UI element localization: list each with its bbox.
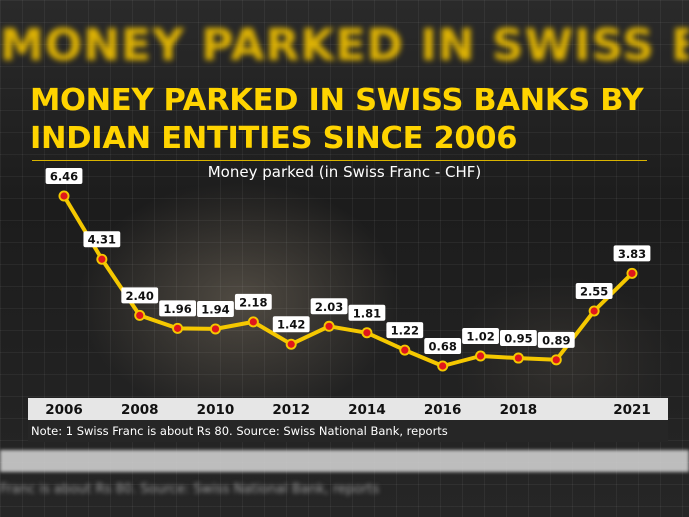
data-label-box [613, 245, 651, 262]
data-point [476, 352, 485, 360]
data-label: 2.03 [315, 300, 343, 314]
data-label: 0.68 [428, 340, 456, 354]
data-label: 1.81 [353, 306, 381, 320]
data-point [98, 255, 106, 263]
data-label-box [537, 331, 575, 348]
background-banner: MONEY PARKED IN SWISS BANKS [0, 22, 689, 70]
source-note: Note: 1 Swiss Franc is about Rs 80. Sour… [31, 424, 448, 438]
data-label-layer: 6.46 4.31 2.40 1.96 1.94 2.18 1.42 2.03 1.81 1.22… [45, 168, 651, 354]
data-label: 1.22 [391, 324, 419, 338]
data-label: 0.95 [504, 332, 532, 346]
data-label: 1.96 [163, 302, 191, 316]
data-label-box [500, 330, 537, 347]
x-tick-label: 2012 [272, 402, 310, 418]
x-axis-band [28, 398, 668, 420]
data-label: 1.42 [277, 318, 305, 332]
data-label-box [197, 300, 234, 317]
chart-subtitle: Money parked (in Swiss Franc - CHF) [207, 163, 482, 181]
data-label: 4.31 [88, 233, 116, 247]
data-label-box [386, 322, 424, 339]
title-divider [32, 160, 647, 161]
data-label-box [575, 283, 613, 299]
data-point [60, 192, 68, 200]
data-label-box [424, 338, 462, 354]
data-label: 6.46 [50, 170, 78, 184]
data-label: 1.02 [466, 330, 494, 344]
data-label: 2.55 [580, 285, 608, 299]
data-point [287, 340, 295, 348]
series-layer [62, 194, 634, 368]
data-label-box [159, 300, 196, 317]
data-label-box [462, 328, 499, 344]
data-point [363, 329, 371, 337]
chart-title: MONEY PARKED IN SWISS BANKS BY INDIAN EN… [30, 83, 644, 156]
data-label-box [45, 168, 83, 184]
data-point [439, 362, 447, 370]
data-point [401, 346, 409, 354]
x-tick-label: 2018 [500, 402, 538, 418]
data-point [174, 324, 182, 332]
x-tick-label: 2008 [121, 402, 159, 418]
marker-layer [58, 190, 638, 372]
data-label-box [310, 298, 348, 315]
data-point [136, 311, 144, 320]
data-point [514, 354, 523, 362]
data-label-box [234, 293, 272, 310]
data-label: 1.94 [201, 302, 229, 316]
data-label: 2.18 [239, 295, 267, 309]
series-line [62, 194, 634, 368]
data-point [628, 269, 636, 277]
background-strip [0, 450, 689, 472]
note-band [28, 420, 668, 442]
x-tick-label: 2014 [348, 402, 386, 418]
x-tick-label: 2016 [424, 402, 462, 418]
data-point [211, 325, 220, 333]
data-label-box [121, 287, 159, 304]
data-label-box [272, 316, 310, 333]
data-point [325, 322, 333, 330]
data-label-box [83, 231, 121, 248]
data-point [590, 307, 598, 315]
background-note: Franc is about Rs 80. Source: Swiss Nati… [0, 482, 380, 497]
data-label: 0.89 [542, 333, 570, 347]
data-label: 2.40 [126, 289, 154, 303]
data-label: 3.83 [618, 247, 646, 261]
data-point [249, 318, 257, 326]
x-tick-label: 2010 [197, 402, 235, 418]
x-tick-label: 2006 [45, 402, 83, 418]
data-label-box [348, 304, 386, 321]
x-tick-layer: 2006 2008 2010 2012 2014 2016 2018 2021 [45, 402, 651, 418]
x-tick-label: 2021 [613, 402, 651, 418]
data-point [552, 356, 560, 364]
